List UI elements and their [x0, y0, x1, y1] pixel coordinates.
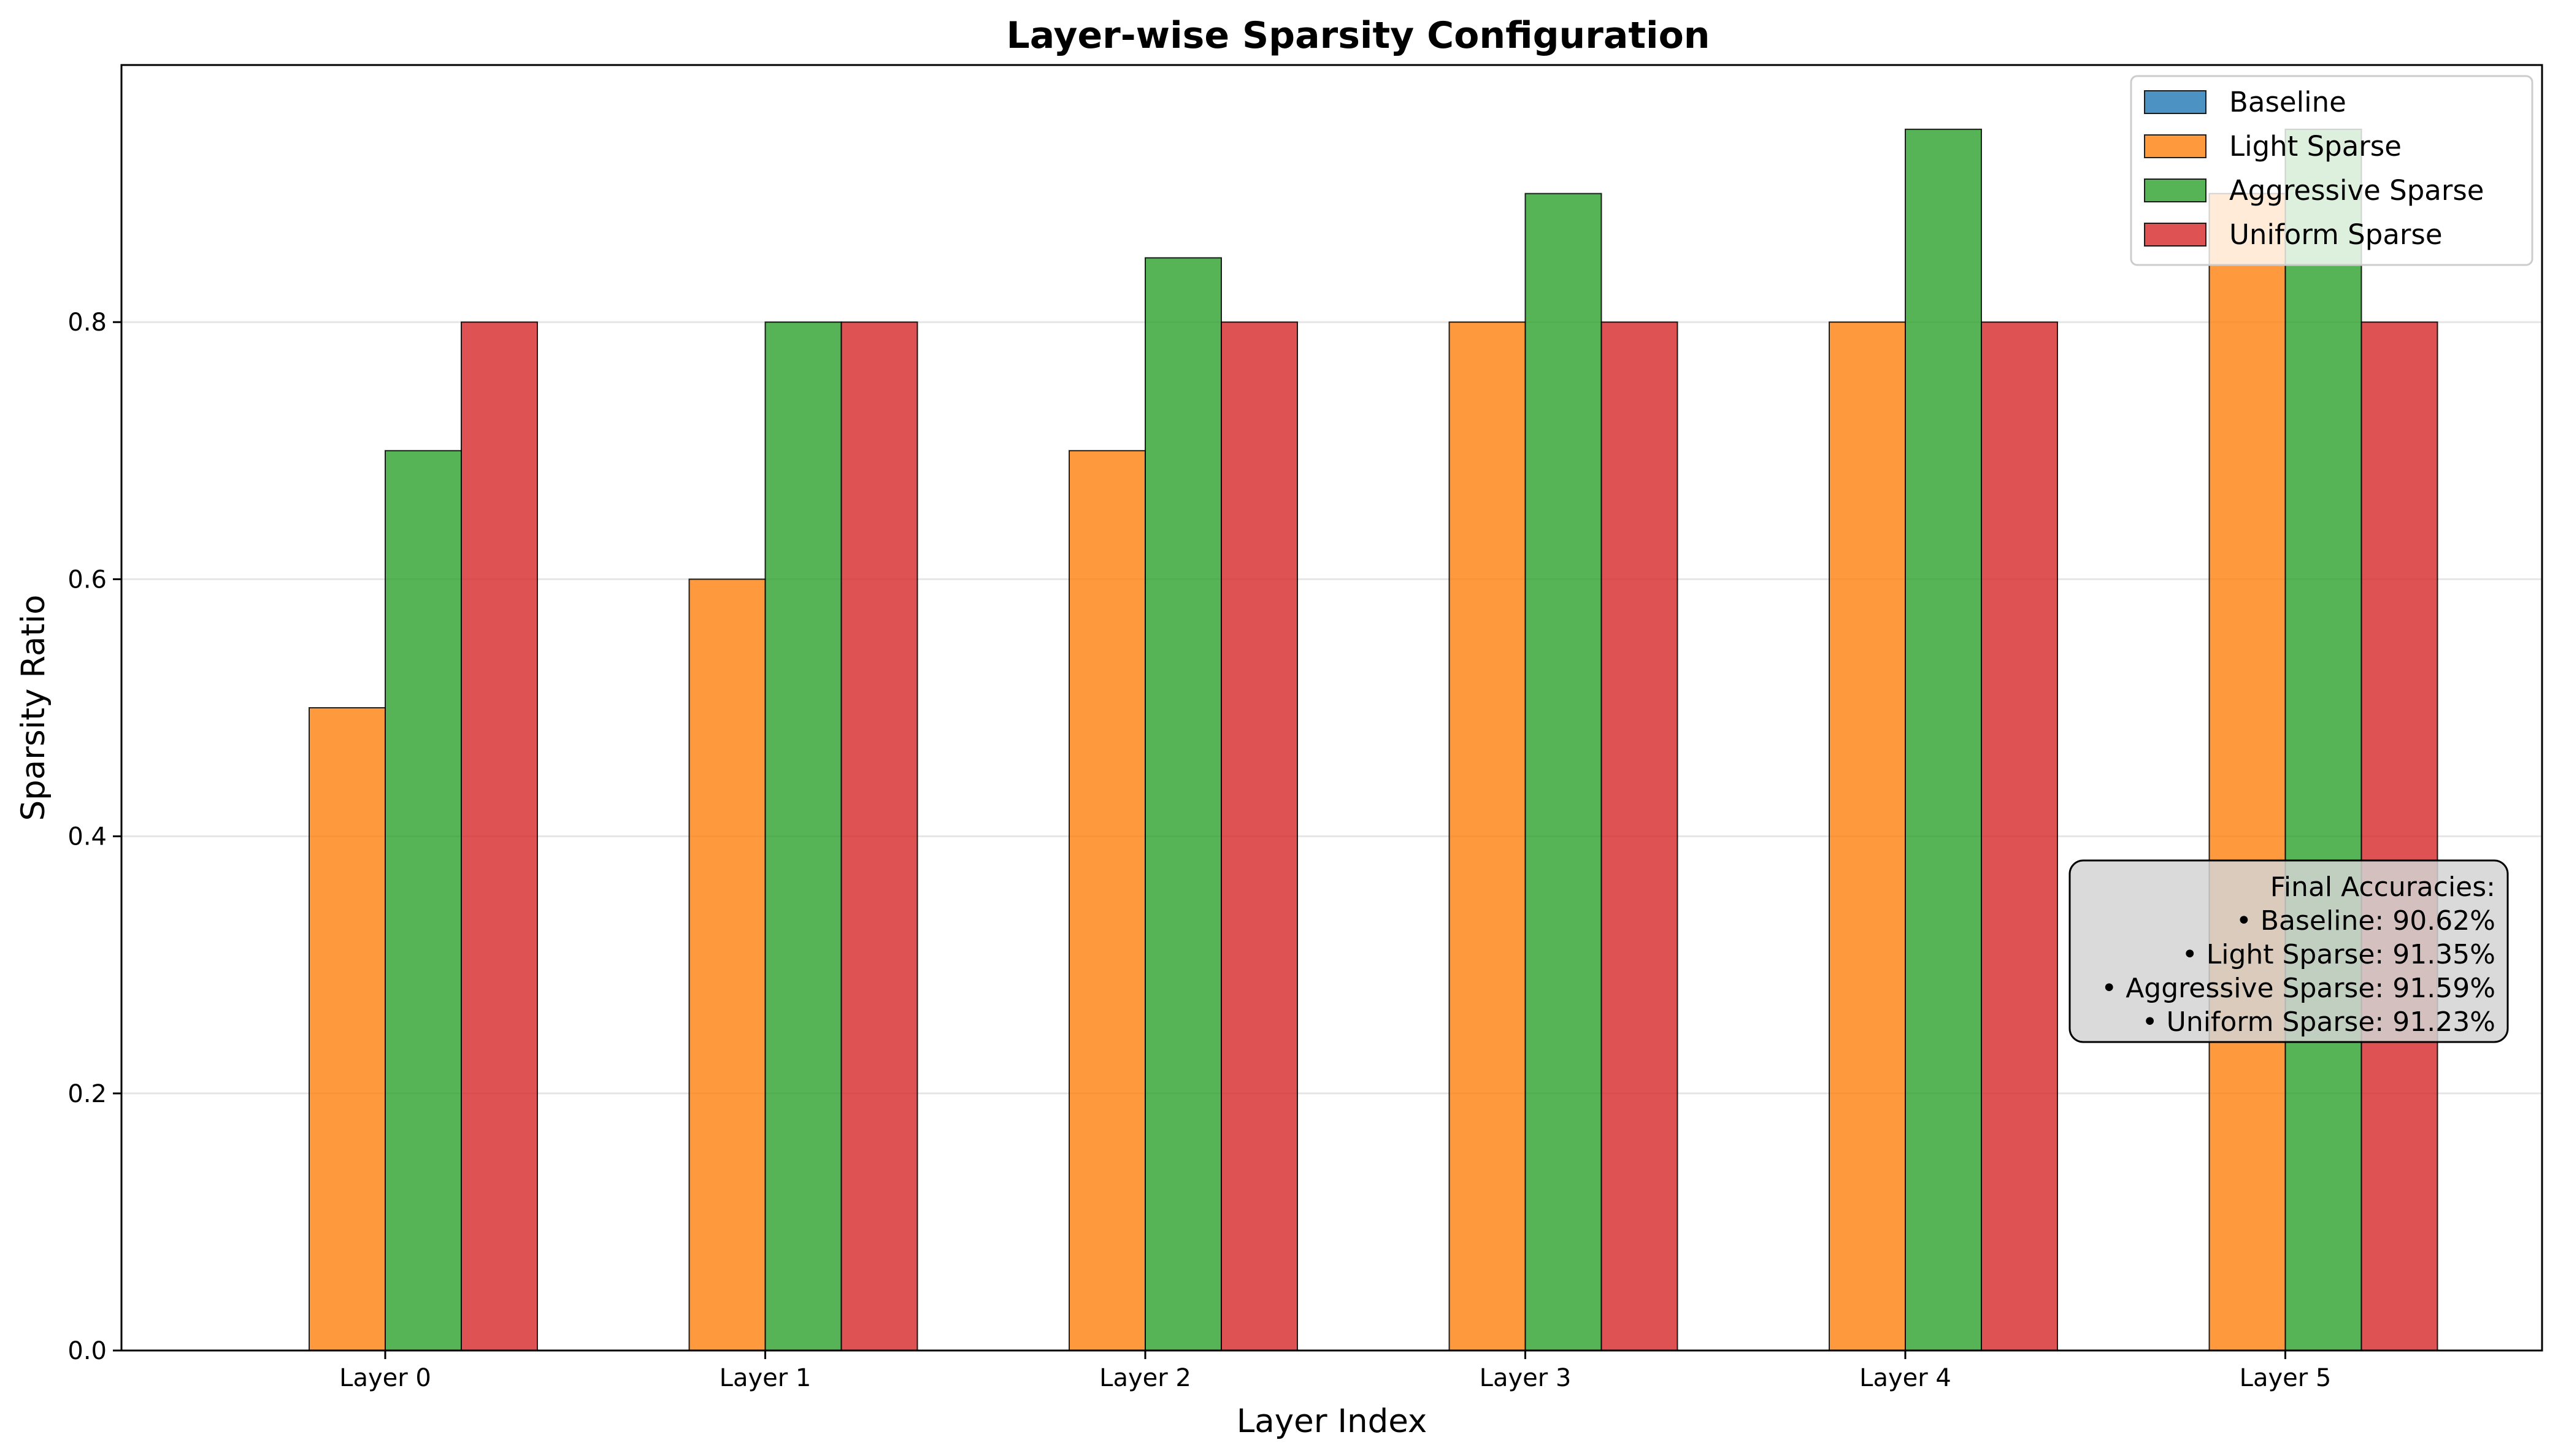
y-tick-label: 0.2 — [67, 1080, 107, 1108]
legend-label: Light Sparse — [2229, 130, 2402, 163]
legend-swatch — [2144, 90, 2207, 114]
bar-uniform-sparse — [1981, 321, 2058, 1352]
x-tick-label: Layer 1 — [720, 1364, 812, 1392]
x-tick-label: Layer 0 — [339, 1364, 431, 1392]
legend-label: Uniform Sparse — [2229, 218, 2443, 251]
bar-light-sparse — [2208, 193, 2286, 1352]
x-axis-label: Layer Index — [1237, 1403, 1427, 1440]
bar-uniform-sparse — [840, 321, 918, 1352]
bar-light-sparse — [1448, 321, 1526, 1352]
y-tick-label: 0.8 — [67, 308, 107, 337]
bar-uniform-sparse — [2360, 321, 2438, 1352]
plot-area-frame — [120, 64, 2543, 1352]
final-accuracies-note: Final Accuracies:• Baseline: 90.62%• Lig… — [2068, 859, 2509, 1043]
y-tick-label: 0.6 — [67, 565, 107, 594]
x-tick-label: Layer 3 — [1480, 1364, 1572, 1392]
bar-light-sparse — [1829, 321, 1906, 1352]
note-box — [2068, 859, 2509, 1043]
legend-swatch — [2144, 178, 2207, 202]
y-tick-label: 0.4 — [67, 823, 107, 851]
bar-light-sparse — [309, 707, 386, 1351]
x-tick-label: Layer 4 — [1859, 1364, 1951, 1392]
bar-uniform-sparse — [461, 321, 538, 1352]
legend-label: Baseline — [2229, 86, 2346, 118]
y-axis-label: Sparsity Ratio — [15, 595, 52, 821]
x-tick-label: Layer 5 — [2240, 1364, 2332, 1392]
legend-box — [2130, 75, 2533, 266]
bar-aggressive-sparse — [385, 450, 462, 1351]
bar-uniform-sparse — [1221, 321, 1298, 1352]
legend-label: Aggressive Sparse — [2229, 174, 2484, 207]
bar-aggressive-sparse — [764, 321, 842, 1352]
bar-aggressive-sparse — [1145, 257, 1222, 1351]
y-tick-label: 0.0 — [67, 1337, 107, 1365]
bar-aggressive-sparse — [2284, 128, 2362, 1351]
note-line: • Uniform Sparse: 91.23% — [2142, 1006, 2495, 1038]
bar-aggressive-sparse — [1905, 128, 1982, 1351]
bar-light-sparse — [688, 578, 766, 1351]
bars — [309, 128, 2438, 1352]
y-axis: 0.0 0.2 0.4 0.6 0.8 — [67, 308, 121, 1365]
legend-swatch — [2144, 223, 2207, 247]
chart-title: Layer-wise Sparsity Configuration — [1006, 14, 1710, 57]
legend-swatch — [2144, 134, 2207, 158]
note-line: • Baseline: 90.62% — [2236, 905, 2495, 937]
x-axis: Layer 0 Layer 1 Layer 2 Layer 3 Layer 4 Layer… — [339, 1351, 2331, 1392]
x-tick-label: Layer 2 — [1099, 1364, 1191, 1392]
note-line: Final Accuracies: — [2270, 872, 2495, 903]
bar-uniform-sparse — [1600, 321, 1678, 1352]
legend: Baseline Light Sparse Aggressive Sparse Uni… — [2130, 75, 2533, 266]
bar-light-sparse — [1069, 450, 1146, 1351]
note-line: • Light Sparse: 91.35% — [2182, 939, 2495, 970]
note-line: • Aggressive Sparse: 91.59% — [2101, 973, 2495, 1004]
bar-aggressive-sparse — [1524, 193, 1602, 1352]
